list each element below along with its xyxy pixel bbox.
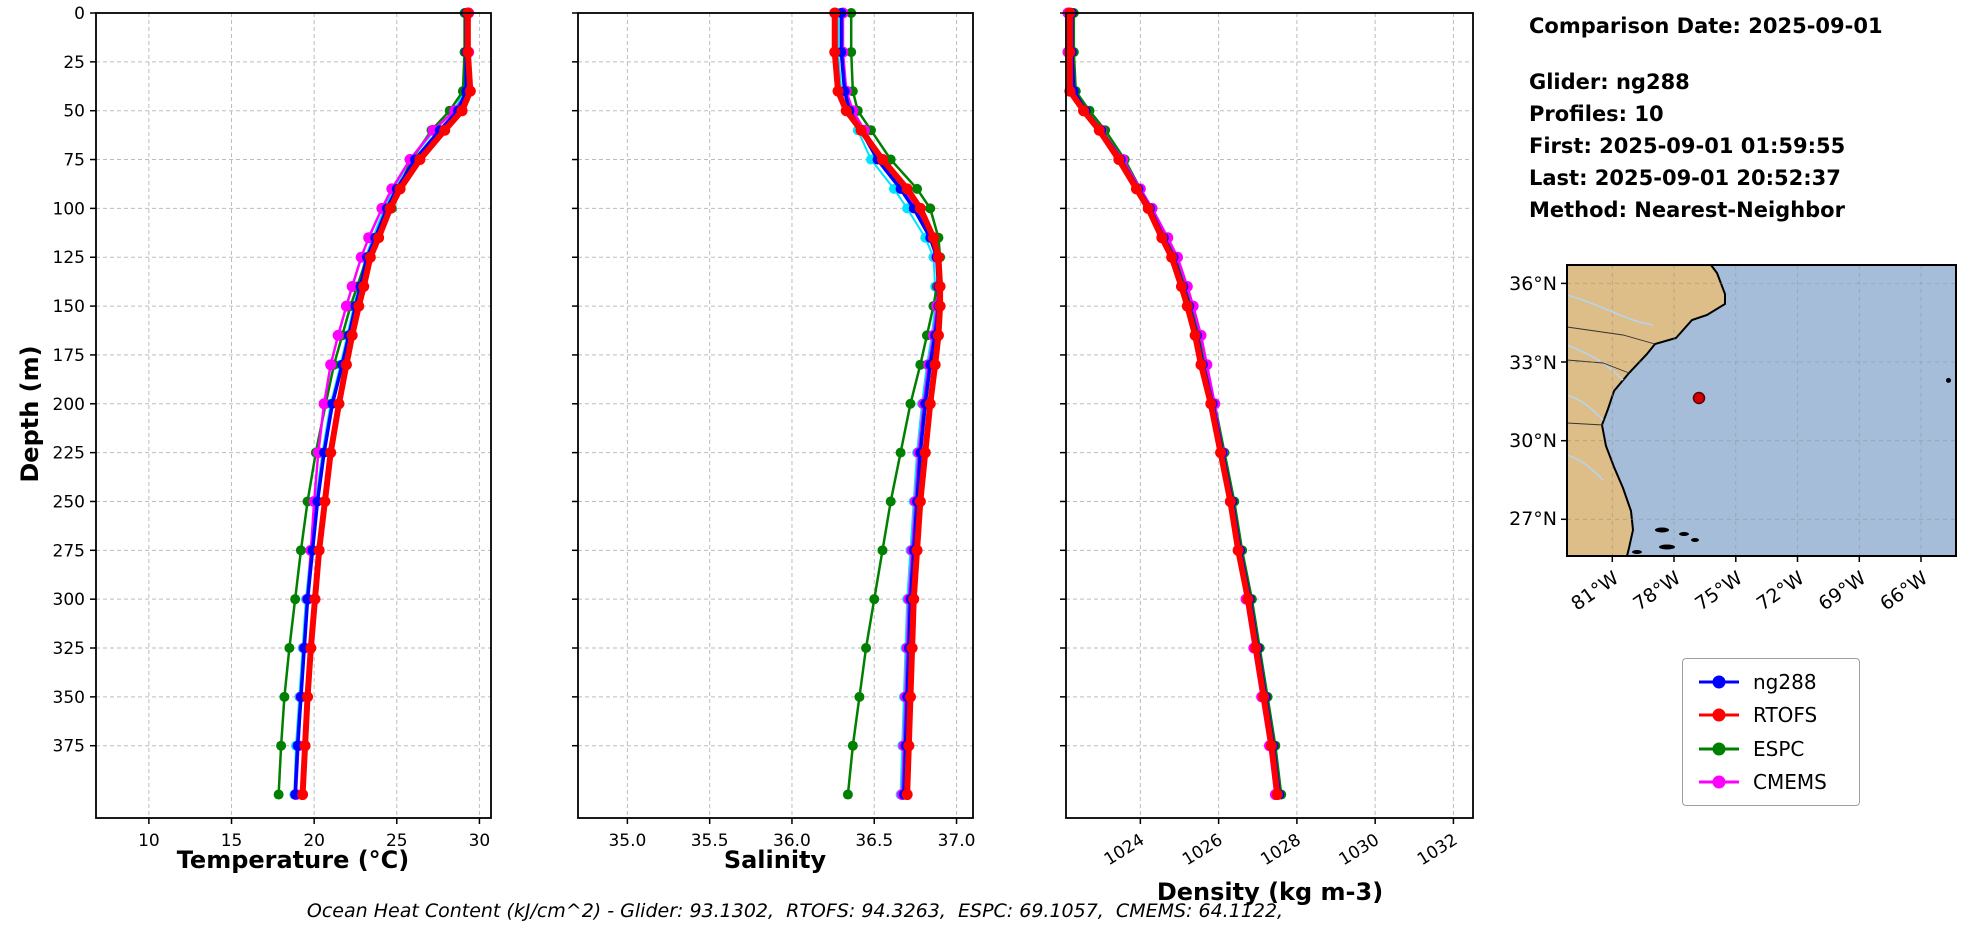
profile-plot-salinity-depth: 35.0 35.5 36.0 36.5 37.0: [572, 7, 976, 851]
svg-text:1024: 1024: [1101, 830, 1148, 870]
svg-text:200: 200: [53, 395, 85, 415]
svg-text:50: 50: [63, 102, 85, 122]
map-land: [1566, 264, 1726, 557]
info-profiles: Profiles: 10: [1529, 102, 1664, 126]
svg-text:10: 10: [138, 831, 160, 851]
svg-text:1030: 1030: [1336, 830, 1383, 870]
profile-plot-temperature-depth: 10 15 20 25 30025507510012515017520022525027…: [53, 4, 492, 851]
legend: ng288 RTOFS ESPC CMEMS: [1682, 658, 1860, 806]
map-state-borders: [1566, 326, 1656, 426]
depth-axis-label: Depth (m): [16, 345, 44, 483]
map-frame: [1566, 264, 1957, 557]
svg-text:35.0: 35.0: [608, 831, 646, 851]
legend-label: ESPC: [1753, 736, 1805, 761]
svg-text:1026: 1026: [1179, 830, 1226, 870]
svg-text:25: 25: [63, 53, 85, 73]
info-first: First: 2025-09-01 01:59:55: [1529, 134, 1846, 158]
legend-line-marker: [1699, 775, 1739, 789]
info-last: Last: 2025-09-01 20:52:37: [1529, 166, 1841, 190]
svg-text:325: 325: [53, 639, 85, 659]
density-axis-label: Density (kg m-3): [1156, 878, 1384, 906]
svg-text:175: 175: [53, 346, 85, 366]
svg-text:37.0: 37.0: [938, 831, 976, 851]
svg-text:30: 30: [469, 831, 491, 851]
map-inset: 36°N 33°N 30°N 27°N 81°W 78°W 75°W 72°W …: [1503, 259, 1963, 623]
info-comparison-date: Comparison Date: 2025-09-01: [1529, 14, 1883, 38]
map-lat-label: 27°N: [1509, 508, 1557, 530]
info-method: Method: Nearest-Neighbor: [1529, 198, 1845, 222]
svg-text:35.5: 35.5: [691, 831, 729, 851]
glider-location-marker: [1692, 391, 1706, 405]
map-lon-label: 66°W: [1876, 567, 1932, 615]
svg-text:1032: 1032: [1414, 830, 1461, 870]
map-rivers: [1566, 294, 1654, 481]
map-lon-label: 72°W: [1753, 567, 1809, 615]
salinity-axis-label: Salinity: [723, 846, 827, 874]
map-lon-label: 75°W: [1691, 567, 1747, 615]
map-graticule: [1567, 265, 1956, 556]
svg-text:36.0: 36.0: [773, 831, 811, 851]
map-lon-label: 81°W: [1567, 567, 1623, 615]
legend-entry-rtofs: RTOFS: [1697, 703, 1845, 727]
map-ticks: [1561, 282, 1922, 562]
svg-text:15: 15: [221, 831, 243, 851]
map-lon-label: 69°W: [1815, 567, 1871, 615]
info-panel: Comparison Date: 2025-09-01 Glider: ng28…: [1529, 10, 1883, 226]
legend-label: RTOFS: [1753, 703, 1818, 728]
svg-text:300: 300: [53, 590, 85, 610]
legend-line-marker: [1699, 708, 1739, 722]
map-lat-label: 30°N: [1509, 430, 1557, 452]
svg-text:100: 100: [53, 199, 85, 219]
legend-line-marker: [1699, 742, 1739, 756]
legend-entry-espc: ESPC: [1697, 737, 1845, 761]
svg-text:20: 20: [303, 831, 325, 851]
legend-line-marker: [1699, 675, 1739, 689]
axes-frame: [1065, 12, 1474, 819]
map-lon-label: 78°W: [1629, 567, 1685, 615]
svg-text:375: 375: [53, 737, 85, 757]
map-lat-label: 33°N: [1509, 352, 1557, 374]
svg-text:36.5: 36.5: [855, 831, 893, 851]
temperature-axis-label: Temperature (°C): [176, 846, 410, 874]
legend-entry-cmems: CMEMS: [1697, 770, 1845, 794]
map-lat-label: 36°N: [1509, 273, 1557, 295]
axes-frame: [95, 12, 492, 819]
info-glider: Glider: ng288: [1529, 70, 1690, 94]
svg-text:25: 25: [386, 831, 408, 851]
legend-label: ng288: [1753, 669, 1817, 694]
svg-text:0: 0: [74, 4, 85, 24]
svg-text:125: 125: [53, 248, 85, 268]
profile-plot-density-depth: 1024 1026 1028 1030 1032: [1060, 7, 1474, 870]
ocean-heat-content-caption: Ocean Heat Content (kJ/cm^2) - Glider: 9…: [306, 900, 1284, 922]
map-svg: 36°N 33°N 30°N 27°N 81°W 78°W 75°W 72°W …: [1509, 264, 1957, 615]
axes-frame: [577, 12, 974, 819]
svg-text:275: 275: [53, 541, 85, 561]
svg-text:250: 250: [53, 492, 85, 512]
svg-text:225: 225: [53, 444, 85, 464]
svg-text:350: 350: [53, 688, 85, 708]
svg-text:150: 150: [53, 297, 85, 317]
legend-entry-ng288: ng288: [1697, 670, 1845, 694]
svg-text:1028: 1028: [1257, 830, 1304, 870]
svg-text:75: 75: [63, 151, 85, 171]
legend-label: CMEMS: [1753, 770, 1827, 795]
map-islands: [1632, 377, 1951, 554]
